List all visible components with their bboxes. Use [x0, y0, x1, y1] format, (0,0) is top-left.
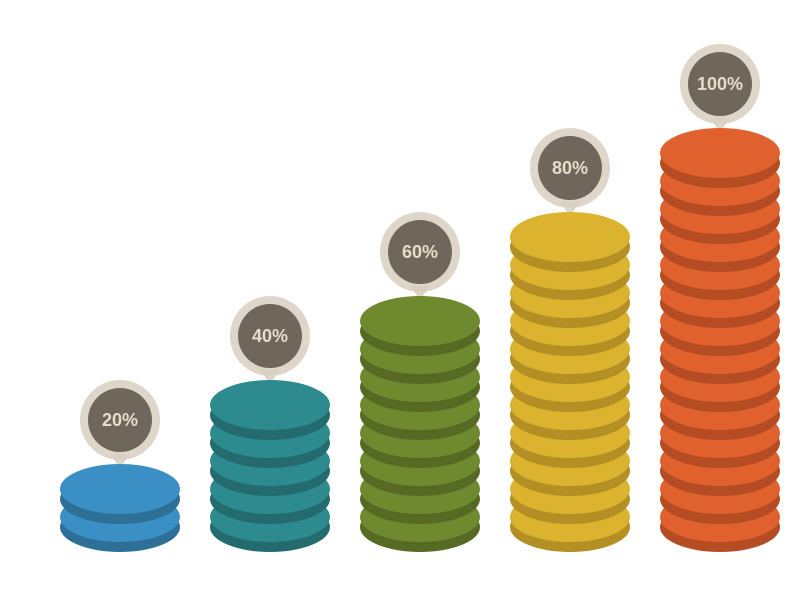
percent-badge: 60%: [380, 212, 460, 292]
disc-top: [60, 464, 180, 514]
chart-column: 20%: [60, 474, 180, 552]
badge-value: 20%: [88, 388, 152, 452]
disc-stack: [360, 306, 480, 552]
chart-column: 100%: [660, 138, 780, 552]
disc-top: [360, 296, 480, 346]
chart-column: 40%: [210, 390, 330, 552]
disc-stack: [210, 390, 330, 552]
disc-top: [210, 380, 330, 430]
chart-column: 80%: [510, 222, 630, 552]
disc-stack: [510, 222, 630, 552]
percent-badge: 100%: [680, 44, 760, 124]
percent-badge: 40%: [230, 296, 310, 376]
disc-top: [510, 212, 630, 262]
percent-badge: 20%: [80, 380, 160, 460]
percent-badge: 80%: [530, 128, 610, 208]
badge-value: 40%: [238, 304, 302, 368]
disc-stack: [60, 474, 180, 552]
disc-stack: [660, 138, 780, 552]
chart-column: 60%: [360, 306, 480, 552]
badge-value: 80%: [538, 136, 602, 200]
disc-top: [660, 128, 780, 178]
badge-value: 60%: [388, 220, 452, 284]
badge-value: 100%: [688, 52, 752, 116]
stacked-disc-bar-chart: 20%40%60%80%100%: [0, 0, 800, 592]
